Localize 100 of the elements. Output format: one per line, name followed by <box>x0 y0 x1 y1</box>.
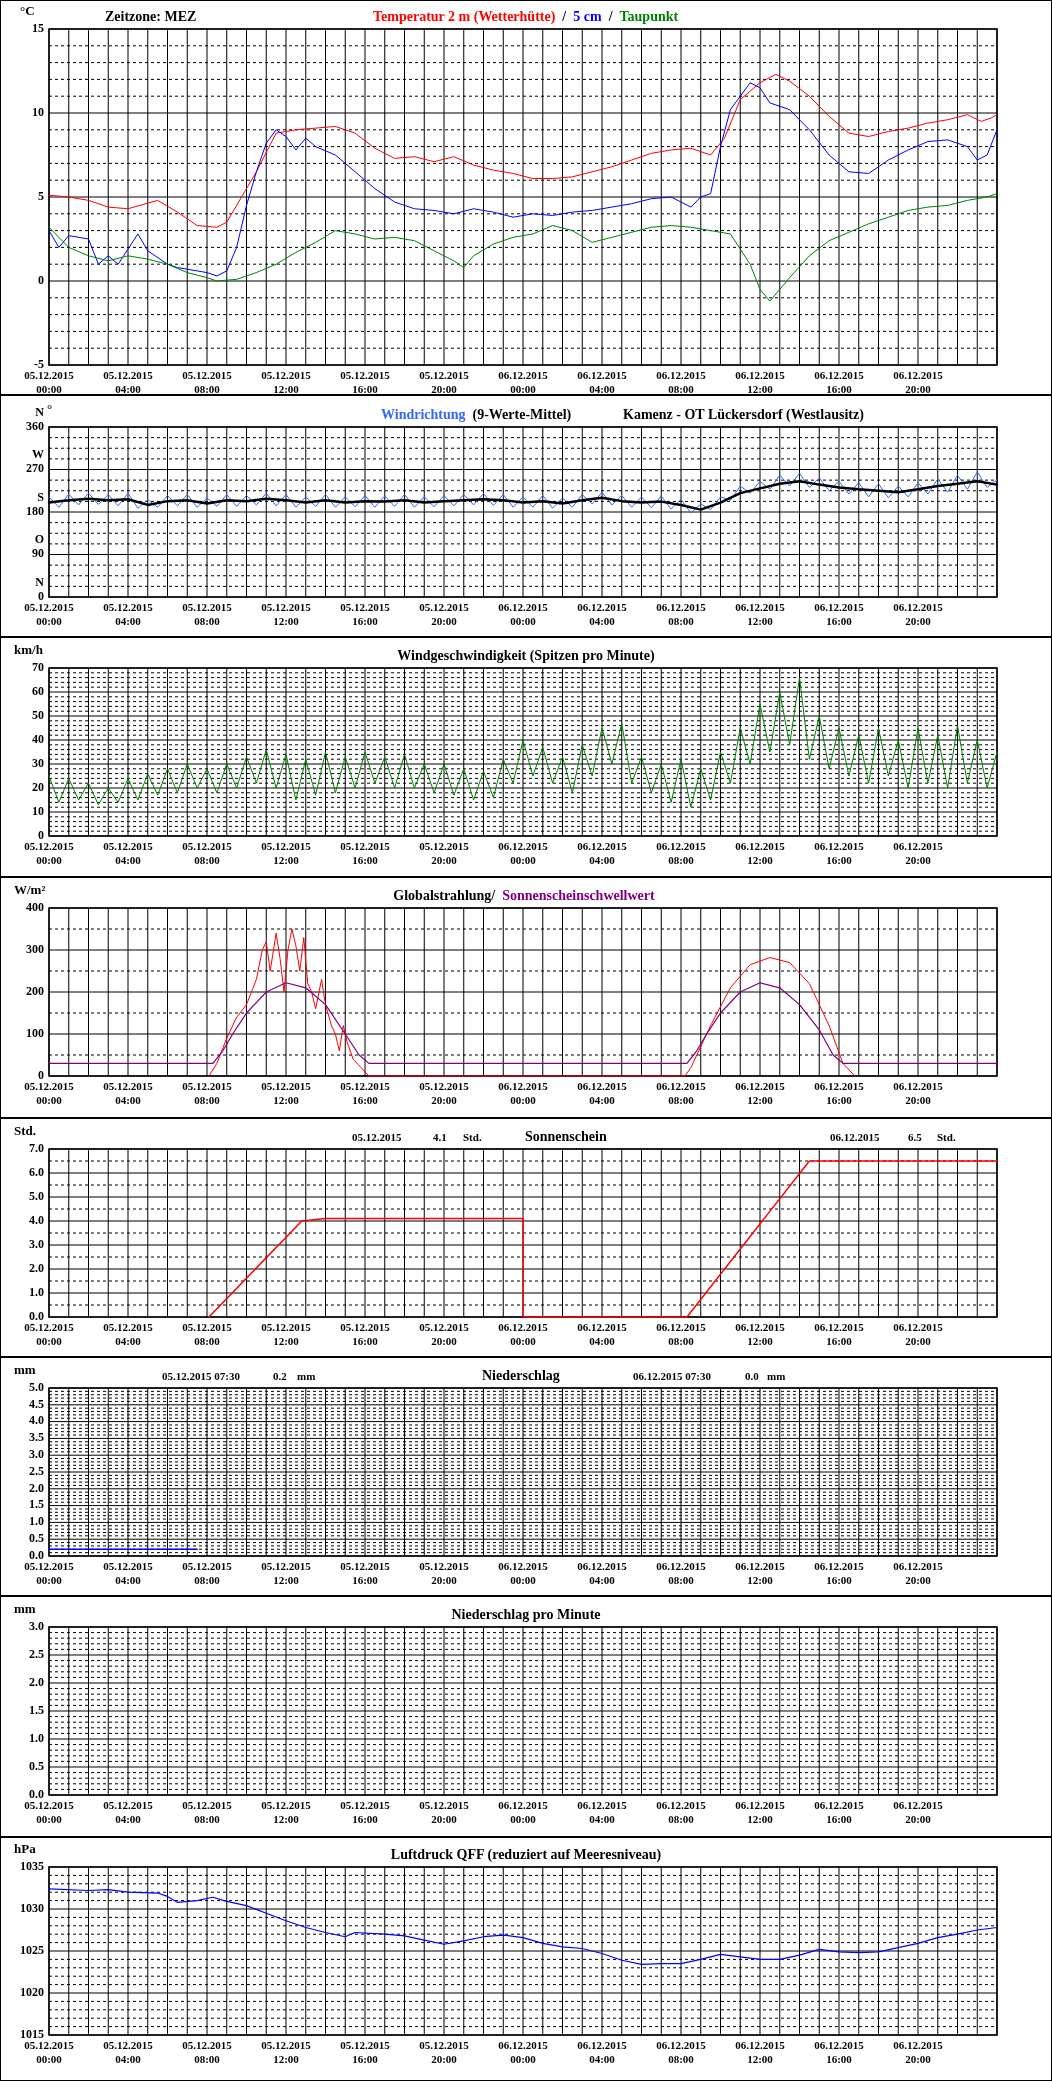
x-tick-label: 06.12.2015 20:00 <box>893 1799 944 1825</box>
y-tick-label: 5.0 <box>29 1188 44 1203</box>
x-tick-label: 06.12.2015 08:00 <box>656 601 707 627</box>
y-tick-label: 90 <box>32 546 44 561</box>
text: 06.12.2015 07:30 <box>633 1370 712 1382</box>
x-tick-label: 05.12.2015 20:00 <box>419 1080 470 1106</box>
x-tick-label: 06.12.2015 12:00 <box>735 369 786 395</box>
x-tick-label: 05.12.2015 04:00 <box>103 369 154 395</box>
text: Std. <box>463 1131 482 1143</box>
x-tick-label: 05.12.2015 04:00 <box>103 1799 154 1825</box>
y-tick-label: 3.0 <box>29 1618 44 1633</box>
chart-title: Globalstrahlung/ <box>393 888 497 903</box>
x-tick-label: 05.12.2015 12:00 <box>261 1080 312 1106</box>
y-axis-title: km/h <box>14 642 44 657</box>
line-series <box>208 1160 998 1318</box>
y-tick-label: 0.5 <box>29 1530 44 1545</box>
x-tick-label: 05.12.2015 20:00 <box>419 1799 470 1825</box>
text: mm <box>297 1370 316 1382</box>
y-tick-label: 1.5 <box>29 1497 44 1512</box>
y-tick-label: 270 <box>26 461 44 476</box>
text: 5 cm <box>573 9 602 24</box>
x-tick-label: 05.12.2015 12:00 <box>261 1560 312 1586</box>
y-tick-label: 1.5 <box>29 1702 44 1717</box>
x-tick-label: 06.12.2015 08:00 <box>656 2039 707 2065</box>
x-tick-label: 06.12.2015 00:00 <box>498 369 549 395</box>
x-tick-label: 06.12.2015 08:00 <box>656 1799 707 1825</box>
x-tick-label: 06.12.2015 04:00 <box>577 1560 628 1586</box>
x-tick-label: 05.12.2015 08:00 <box>182 601 233 627</box>
y-tick-label: 6.0 <box>29 1164 44 1179</box>
chart-title: Niederschlag pro Minute <box>451 1607 601 1622</box>
x-tick-label: 06.12.2015 04:00 <box>577 369 628 395</box>
y-tick-label: 0 <box>38 588 44 603</box>
text: Temperatur 2 m (Wetterhütte) <box>373 9 556 25</box>
x-tick-label: 05.12.2015 08:00 <box>182 2039 233 2065</box>
x-tick-label: 05.12.2015 00:00 <box>24 601 75 627</box>
y-tick-label: 0.0 <box>29 1308 44 1323</box>
x-tick-label: 06.12.2015 08:00 <box>656 1560 707 1586</box>
y-tick-label: 7.0 <box>29 1140 44 1155</box>
y-tick-label: 40 <box>32 731 44 746</box>
y-tick-label: 10 <box>32 803 44 818</box>
y-tick-label: 5.0 <box>29 1379 44 1394</box>
x-tick-label: 06.12.2015 20:00 <box>893 1080 944 1106</box>
x-tick-label: 05.12.2015 12:00 <box>261 369 312 395</box>
y-tick-label: 60 <box>32 683 44 698</box>
x-tick-label: 06.12.2015 08:00 <box>656 1321 707 1347</box>
x-tick-label: 06.12.2015 12:00 <box>735 601 786 627</box>
x-tick-label: 05.12.2015 20:00 <box>419 369 470 395</box>
x-tick-label: 05.12.2015 00:00 <box>24 840 75 866</box>
text: N <box>35 574 45 589</box>
x-tick-label: 06.12.2015 16:00 <box>814 1560 865 1586</box>
y-axis-title: W/m² <box>14 882 46 897</box>
text: / <box>561 9 568 24</box>
y-tick-label: 1025 <box>20 1942 44 1957</box>
x-tick-label: 06.12.2015 00:00 <box>498 840 549 866</box>
text: Sonnenscheinschwellwert <box>502 888 656 903</box>
text: (9-Werte-Mittel) <box>472 407 572 423</box>
text: W <box>32 447 44 462</box>
x-tick-label: 06.12.2015 12:00 <box>735 840 786 866</box>
x-tick-label: 06.12.2015 16:00 <box>814 601 865 627</box>
x-tick-label: 06.12.2015 00:00 <box>498 1080 549 1106</box>
x-tick-label: 05.12.2015 20:00 <box>419 601 470 627</box>
x-tick-label: 05.12.2015 00:00 <box>24 1799 75 1825</box>
y-axis-title: Std. <box>14 1123 37 1138</box>
y-tick-label: 200 <box>26 983 44 998</box>
text: Taupunkt <box>619 9 679 24</box>
y-tick-label: 100 <box>26 1025 44 1040</box>
x-tick-label: 05.12.2015 04:00 <box>103 601 154 627</box>
y-tick-label: 1035 <box>20 1858 44 1873</box>
x-tick-label: 06.12.2015 20:00 <box>893 601 944 627</box>
x-tick-label: 05.12.2015 04:00 <box>103 2039 154 2065</box>
text: 05.12.2015 <box>352 1131 402 1143</box>
text: / <box>607 9 614 24</box>
x-tick-label: 06.12.2015 00:00 <box>498 1321 549 1347</box>
x-tick-label: 06.12.2015 16:00 <box>814 1080 865 1106</box>
x-tick-label: 05.12.2015 16:00 <box>340 601 391 627</box>
x-tick-label: 06.12.2015 12:00 <box>735 2039 786 2065</box>
x-tick-label: 05.12.2015 08:00 <box>182 840 233 866</box>
y-axis-title: hPa <box>14 1841 37 1856</box>
x-tick-label: 05.12.2015 16:00 <box>340 840 391 866</box>
y-tick-label: 20 <box>32 779 44 794</box>
x-tick-label: 05.12.2015 00:00 <box>24 369 75 395</box>
y-axis-title: °C <box>20 3 35 18</box>
x-tick-label: 06.12.2015 08:00 <box>656 1080 707 1106</box>
x-tick-label: 06.12.2015 12:00 <box>735 1560 786 1586</box>
x-tick-label: 05.12.2015 00:00 <box>24 1080 75 1106</box>
y-tick-label: 0.0 <box>29 1547 44 1562</box>
text: 05.12.2015 07:30 <box>162 1370 241 1382</box>
y-tick-label: 3.5 <box>29 1430 44 1445</box>
x-tick-label: 05.12.2015 00:00 <box>24 1321 75 1347</box>
y-tick-label: 2.5 <box>29 1646 44 1661</box>
x-tick-label: 06.12.2015 04:00 <box>577 601 628 627</box>
y-tick-label: 5 <box>38 188 44 203</box>
y-tick-label: 1020 <box>20 1984 44 1999</box>
x-tick-label: 05.12.2015 08:00 <box>182 1080 233 1106</box>
text: N <box>35 404 45 419</box>
x-tick-label: 06.12.2015 16:00 <box>814 1321 865 1347</box>
text: 06.12.2015 <box>830 1131 880 1143</box>
x-tick-label: 05.12.2015 08:00 <box>182 369 233 395</box>
y-tick-label: 300 <box>26 941 44 956</box>
y-tick-label: 3.0 <box>29 1446 44 1461</box>
